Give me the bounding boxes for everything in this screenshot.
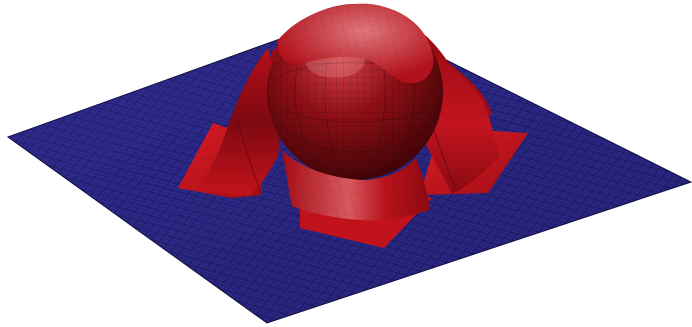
- cloth-cap: [277, 3, 434, 84]
- cloth-front-drape: [235, 119, 457, 221]
